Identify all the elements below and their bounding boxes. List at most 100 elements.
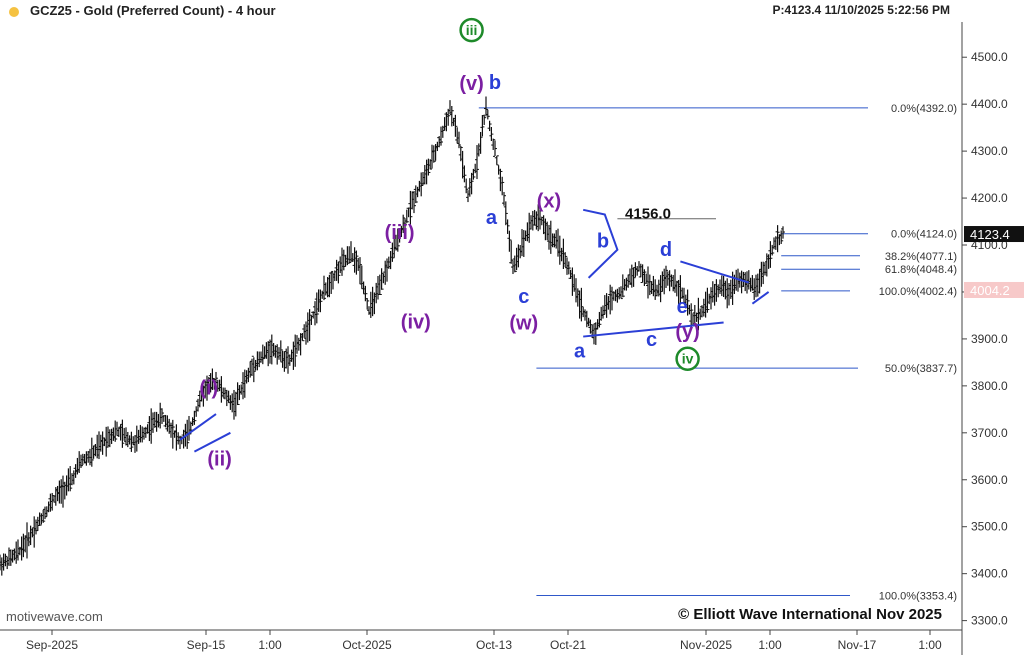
price-bar [379,268,384,290]
fib-level-label: 0.0%(4124.0) [891,229,957,241]
wave-label-circle: iv [675,346,700,371]
price-bar [478,131,483,154]
price-bar [507,230,512,252]
price-bar [620,274,625,300]
wave-label: (i) [199,377,218,399]
price-bar [404,209,409,223]
triangle-lower-line [583,321,724,338]
wave-x-outline [582,208,619,279]
price-bar [770,244,775,256]
wave-circle-ring [459,17,484,43]
wave-label: (x) [537,190,561,212]
price-bar [403,217,407,229]
price-bar [538,206,542,230]
wave-i-channel-top [179,413,217,441]
wave-label: (y) [675,321,699,343]
price-bar [293,334,298,367]
y-tick-label: 3400.0 [971,567,1008,581]
y-tick-label: 4300.0 [971,144,1008,158]
price-bar [475,145,479,180]
x-tick-label: Nov-2025 [680,638,732,652]
wave-label: a [574,341,586,363]
price-bar [395,228,400,252]
price-bar [505,219,510,234]
wave-patterns [179,208,770,453]
price-bar [419,172,424,197]
price-bar [170,419,175,449]
wave-label: a [486,207,498,229]
price-bar [365,298,370,310]
wave-label-circle: iii [459,17,484,43]
wave-label: (iii) [385,222,415,244]
price-bar [160,408,164,424]
chart-title-bar: GCZ25 - Gold (Preferred Count) - 4 hour … [0,0,960,22]
price-bar [336,261,341,284]
y-tick-label: 3600.0 [971,473,1008,487]
wave-label: b [597,230,609,252]
wave-label: (iv) [401,312,431,334]
price-bar [566,261,571,275]
fib-level-label: 38.2%(4077.1) [885,251,957,263]
wave-label: e [677,296,688,318]
price-bar [775,225,780,253]
price-bar [494,155,499,165]
fib-level-label: 100.0%(3353.4) [879,591,957,603]
y-tick-label: 3900.0 [971,332,1008,346]
x-tick-label: Oct-13 [476,638,512,652]
price-bar [689,303,694,328]
price-bar [89,437,94,467]
price-bar [493,140,497,157]
price-bars [0,96,785,576]
x-tick-label: 1:00 [258,638,282,652]
wave-label: d [660,239,672,261]
price-bar [358,257,362,285]
price-bar [631,267,636,287]
wave-label: b [489,72,501,94]
price-bar [502,191,506,206]
y-tick-label: 3700.0 [971,426,1008,440]
price-bar [37,512,42,527]
fib-level-label: 100.0%(4002.4) [879,286,957,298]
x-tick-label: Sep-2025 [26,638,78,652]
price-bar [768,241,773,268]
y-tick-label: 3300.0 [971,614,1008,628]
x-tick-label: Oct-2025 [342,638,392,652]
price-bar [446,108,451,126]
price-bar [426,158,431,176]
price-bar [192,410,197,425]
price-bar [43,506,47,520]
price-axis: 3300.0 3400.0 3500.0 3600.0 3700.0 3800.0 3900… [962,50,1024,628]
price-bar [278,340,283,362]
price-bar [484,96,488,117]
price-bar [439,126,443,146]
watermark: motivewave.com [6,609,103,624]
price-bar [685,289,690,316]
copyright: © Elliott Wave International Nov 2025 [678,606,942,623]
price-bar [329,270,334,294]
price-bar [307,309,312,342]
prior-price-tag: 4004.2 [964,281,1024,298]
wave-circle-ring [675,346,700,371]
price-bar [120,419,125,448]
price-bar [563,252,568,268]
price-bar [354,250,359,275]
x-tick-label: 1:00 [918,638,942,652]
price-bar [214,371,218,392]
fib-level-label: 0.0%(4392.0) [891,103,957,115]
price-bar [322,275,326,301]
price-bar [318,289,323,313]
wave-labels: iii(v) ba(x)4156.0b dc e(iii)(iv) (w) (y)aciv… [199,17,700,471]
price-bar [251,355,256,383]
fib-level-label: 50.0%(3837.7) [885,363,957,375]
triangle-upper-line [680,260,750,284]
price-bar [779,230,784,244]
price-bar [485,109,490,120]
price-bar [314,292,319,324]
price-bar [512,255,517,273]
wave-label: (v) [459,73,483,95]
wave-label: (w) [509,313,538,335]
price-bar [601,305,605,319]
wave-label: iv [682,351,694,367]
